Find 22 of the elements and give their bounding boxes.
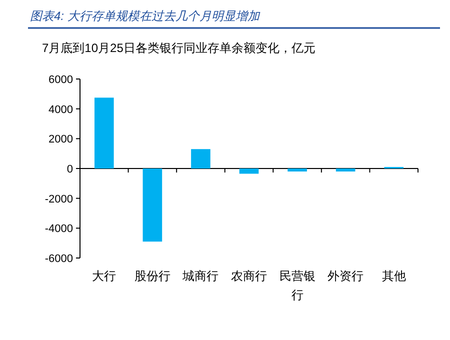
x-tick-label: 农商行 <box>231 269 267 283</box>
y-tick-label: -4000 <box>44 223 73 236</box>
x-tick-label: 城商行 <box>182 269 219 283</box>
bar <box>239 168 259 174</box>
y-tick-label: 4000 <box>48 104 73 116</box>
y-tick-label: 6000 <box>48 74 73 86</box>
bar <box>191 149 210 168</box>
bar <box>336 168 356 172</box>
bar <box>94 98 114 168</box>
chart-title: 图表4: 大行存单规模在过去几个月明显增加 <box>30 9 260 23</box>
x-tick-label: 大行 <box>92 269 116 283</box>
bar <box>142 168 162 242</box>
x-tick-label: 其他 <box>382 269 406 283</box>
x-tick-label: 民营银行 <box>279 269 316 302</box>
x-tick-label: 外资行 <box>328 269 364 283</box>
y-tick-label: 0 <box>66 164 73 176</box>
y-tick-label: -6000 <box>44 253 73 265</box>
x-tick-label: 股份行 <box>134 269 170 283</box>
y-tick-label: -2000 <box>44 193 73 206</box>
bar <box>288 168 307 172</box>
y-tick-label: 2000 <box>48 134 73 146</box>
chart-subtitle: 7月底到10月25日各类银行同业存单余额变化，亿元 <box>42 41 316 55</box>
